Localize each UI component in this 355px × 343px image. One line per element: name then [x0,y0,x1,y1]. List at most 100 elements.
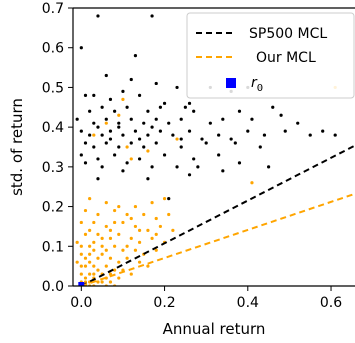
series-0-point [246,130,249,133]
series-0-point [175,86,178,89]
series-0-point [105,141,108,144]
series-0-point [259,145,262,148]
series-1-point [88,261,91,264]
series-1-point [101,253,104,256]
series-1-point [101,280,104,283]
series-0-point [284,130,287,133]
series-1-point [109,257,112,260]
series-1-point [138,229,141,232]
series-0-point [155,141,158,144]
series-0-point [180,145,183,148]
series-1-point [92,249,95,252]
series-1-point [80,272,83,275]
series-0-point [138,94,141,97]
series-0-point [163,153,166,156]
series-1-point [92,221,95,224]
series-1-point [105,249,108,252]
series-1-point [113,221,116,224]
series-0-point [138,157,141,160]
series-1-point [146,229,149,232]
series-0-point [76,118,79,121]
series-1-point [88,245,91,248]
x-tick-label: 0.2 [153,295,175,311]
series-1-point [84,209,87,212]
legend: SP500 MCL Our MCL r0 [187,13,354,98]
series-1-point [134,225,137,228]
series-1-point [117,276,120,279]
series-0-point [142,145,145,148]
series-1-point [109,237,112,240]
series-0-point [175,165,178,168]
series-1-point [96,257,99,260]
series-1-point [105,265,108,268]
series-0-point [130,78,133,81]
series-1-point [138,241,141,244]
series-0-point [150,165,153,168]
series-1-point [80,245,83,248]
series-1-point [126,257,129,260]
series-1-point [113,209,116,212]
series-1-point [92,133,95,136]
series-1-point [96,280,99,283]
legend-r0-subscript: 0 [257,83,263,94]
series-0-point [192,157,195,160]
series-1-point [167,213,170,216]
series-1-point [175,137,178,140]
series-1-point [109,280,112,283]
series-0-point [117,122,120,125]
series-0-point [267,165,270,168]
series-0-point [92,145,95,148]
series-1-point [92,241,95,244]
series-1-point [76,261,79,264]
series-0-point [250,118,253,121]
series-0-point [80,130,83,133]
series-0-point [134,130,137,133]
series-0-point [150,126,153,129]
series-1-point [130,157,133,160]
series-1-point [159,225,162,228]
series-1-point [88,229,91,232]
series-0-point [109,98,112,101]
series-1-point [250,181,253,184]
y-tick-label: 0.2 [42,200,64,216]
series-1-point [92,272,95,275]
y-tick-label: 0.4 [42,120,64,136]
series-0-point [105,74,108,77]
series-1-point [130,237,133,240]
series-1-point [117,114,120,117]
series-0-point [200,137,203,140]
series-1-point [80,253,83,256]
series-1-point [134,249,137,252]
x-tick-label: 0.6 [320,295,342,311]
series-1-point [84,257,87,260]
series-0-point [321,130,324,133]
series-1-point [101,245,104,248]
series-0-point [196,165,199,168]
series-0-point [159,106,162,109]
series-1-point [126,145,129,148]
series-0-point [188,173,191,176]
series-0-point [80,153,83,156]
series-1-point [121,221,124,224]
series-1-point [163,197,166,200]
series-1-point [96,269,99,272]
series-0-point [279,114,282,117]
series-0-point [221,118,224,121]
series-0-point [134,54,137,57]
series-1-point [121,249,124,252]
series-0-point [146,110,149,113]
series-0-point [101,106,104,109]
series-0-point [109,130,112,133]
series-0-point [155,82,158,85]
series-0-point [105,118,108,121]
series-1-point [76,241,79,244]
series-1-point [126,213,129,216]
y-tick-label: 0.1 [42,239,64,255]
series-0-point [309,133,312,136]
x-tick-label: 0.0 [70,295,92,311]
series-1-point [142,213,145,216]
series-0-point [167,197,170,200]
series-0-point [117,126,120,129]
series-1-point [146,149,149,152]
